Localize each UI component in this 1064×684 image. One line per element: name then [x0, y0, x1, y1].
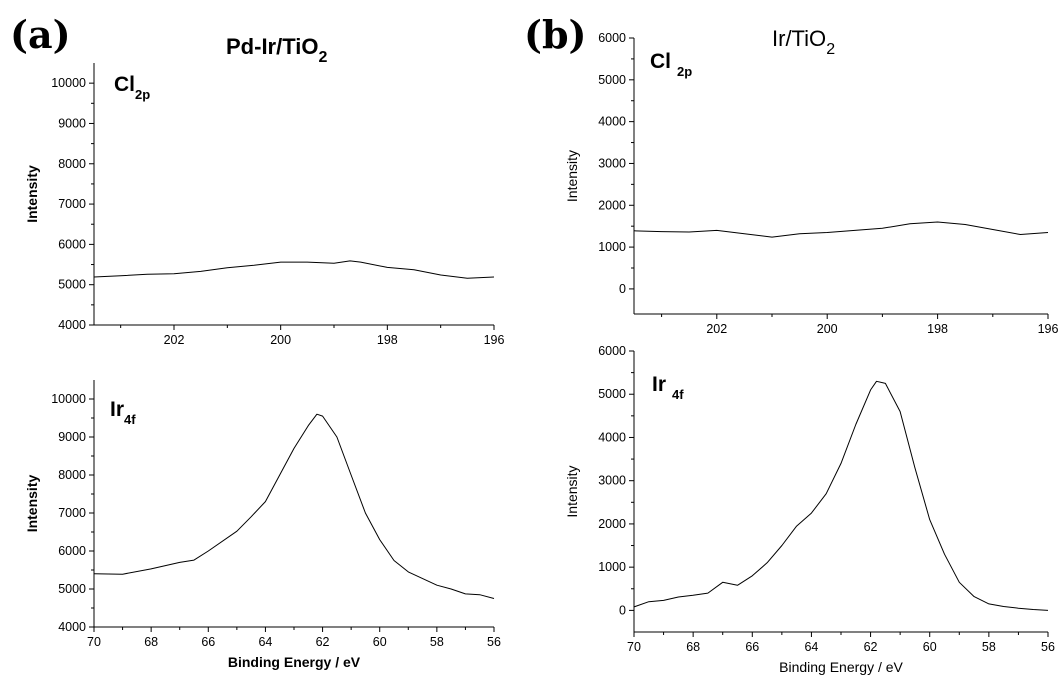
- x-tick-label: 66: [745, 640, 759, 654]
- y-tick-label: 4000: [598, 115, 626, 129]
- y-tick-label: 0: [619, 282, 626, 296]
- y-tick-label: 1000: [598, 240, 626, 254]
- annotation-main: Cl: [650, 50, 671, 73]
- panel-a-title-main: Pd-Ir/TiO: [226, 34, 319, 59]
- x-tick-label: 196: [1038, 322, 1059, 336]
- y-tick-label: 5000: [598, 73, 626, 87]
- y-tick-label: 5000: [58, 582, 86, 596]
- x-tick-label: 60: [923, 640, 937, 654]
- x-tick-label: 56: [1041, 640, 1055, 654]
- y-tick-label: 6000: [58, 237, 86, 251]
- x-tick-label: 58: [982, 640, 996, 654]
- y-tick-label: 6000: [598, 344, 626, 358]
- panel-a-title: Pd-Ir/TiO2: [226, 34, 328, 66]
- y-tick-label: 9000: [58, 430, 86, 444]
- panel-b-title: Ir/TiO2: [772, 26, 835, 58]
- annotation-main: Ir: [110, 398, 124, 421]
- y-tick-label: 4000: [598, 430, 626, 444]
- y-axis-label: Intensity: [24, 475, 40, 533]
- y-tick-label: 7000: [58, 197, 86, 211]
- annotation-main: Ir: [652, 373, 666, 396]
- y-tick-label: 10000: [51, 392, 86, 406]
- y-tick-label: 7000: [58, 506, 86, 520]
- series-line: [633, 221, 1049, 238]
- x-tick-label: 70: [87, 635, 101, 649]
- y-tick-label: 8000: [58, 157, 86, 171]
- annotation-subscript: 4f: [124, 412, 136, 427]
- x-tick-label: 56: [487, 635, 501, 649]
- x-tick-label: 200: [817, 322, 838, 336]
- annotation-main: Cl: [114, 73, 135, 96]
- panel-b-letter: (b): [524, 12, 587, 57]
- annotation: Cl 2p: [650, 50, 692, 79]
- x-tick-label: 60: [373, 635, 387, 649]
- x-tick-label: 58: [430, 635, 444, 649]
- x-tick-label: 62: [864, 640, 878, 654]
- x-tick-label: 68: [686, 640, 700, 654]
- x-tick-label: 70: [627, 640, 641, 654]
- plot-b-ir4f: 0 1000 2000 3000 4000 5000 6000 70 68 66 64 62 60 58 5…: [564, 344, 1055, 675]
- y-tick-label: 2000: [598, 517, 626, 531]
- annotation: Ir 4f: [652, 373, 684, 402]
- y-tick-label: 9000: [58, 116, 86, 130]
- annotation-subscript: 2p: [135, 87, 150, 102]
- y-tick-label: 4000: [58, 620, 86, 634]
- x-tick-label: 198: [927, 322, 948, 336]
- annotation: Ir4f: [110, 398, 136, 427]
- x-tick-label: 66: [201, 635, 215, 649]
- y-tick-label: 0: [619, 603, 626, 617]
- x-tick-label: 68: [144, 635, 158, 649]
- x-tick-label: 64: [804, 640, 818, 654]
- y-tick-label: 4000: [58, 318, 86, 332]
- y-tick-label: 3000: [598, 474, 626, 488]
- x-axis-label: Binding Energy / eV: [779, 659, 903, 675]
- x-tick-label: 62: [316, 635, 330, 649]
- annotation: Cl2p: [114, 73, 150, 102]
- series-line: [93, 413, 495, 599]
- annotation-subscript: 4f: [672, 387, 684, 402]
- x-axis-label: Binding Energy / eV: [228, 654, 361, 670]
- y-tick-label: 1000: [598, 560, 626, 574]
- panel-a-letter: (a): [10, 12, 71, 57]
- y-tick-label: 2000: [598, 198, 626, 212]
- y-axis-label: Intensity: [564, 465, 580, 517]
- y-axis-label: Intensity: [564, 150, 580, 202]
- y-axis-label: Intensity: [24, 165, 40, 223]
- panel-a-title-subscript: 2: [319, 49, 328, 66]
- annotation-subscript: 2p: [677, 64, 692, 79]
- series-line: [93, 260, 495, 279]
- y-tick-label: 8000: [58, 468, 86, 482]
- x-tick-label: 202: [706, 322, 727, 336]
- x-tick-label: 64: [258, 635, 272, 649]
- y-tick-label: 10000: [51, 76, 86, 90]
- x-tick-label: 200: [270, 333, 291, 347]
- plot-a-ir4f: 4000 5000 6000 7000 8000 9000 10000 70 68 66 64 62 6…: [24, 380, 501, 670]
- panel-b-title-subscript: 2: [826, 41, 835, 58]
- y-tick-label: 5000: [58, 278, 86, 292]
- panel-b-title-main: Ir/TiO: [772, 26, 826, 51]
- y-tick-label: 6000: [58, 544, 86, 558]
- plot-b-cl2p: 0 1000 2000 3000 4000 5000 6000 202 200 198 196 Int…: [564, 31, 1058, 336]
- y-tick-label: 5000: [598, 387, 626, 401]
- x-tick-label: 198: [377, 333, 398, 347]
- y-tick-label: 3000: [598, 156, 626, 170]
- series-line: [633, 380, 1049, 611]
- y-tick-label: 6000: [598, 31, 626, 45]
- x-tick-label: 202: [164, 333, 185, 347]
- plot-a-cl2p: 4000 5000 6000 7000 8000 9000 10000 202 200 198 19…: [24, 63, 504, 347]
- x-tick-label: 196: [484, 333, 505, 347]
